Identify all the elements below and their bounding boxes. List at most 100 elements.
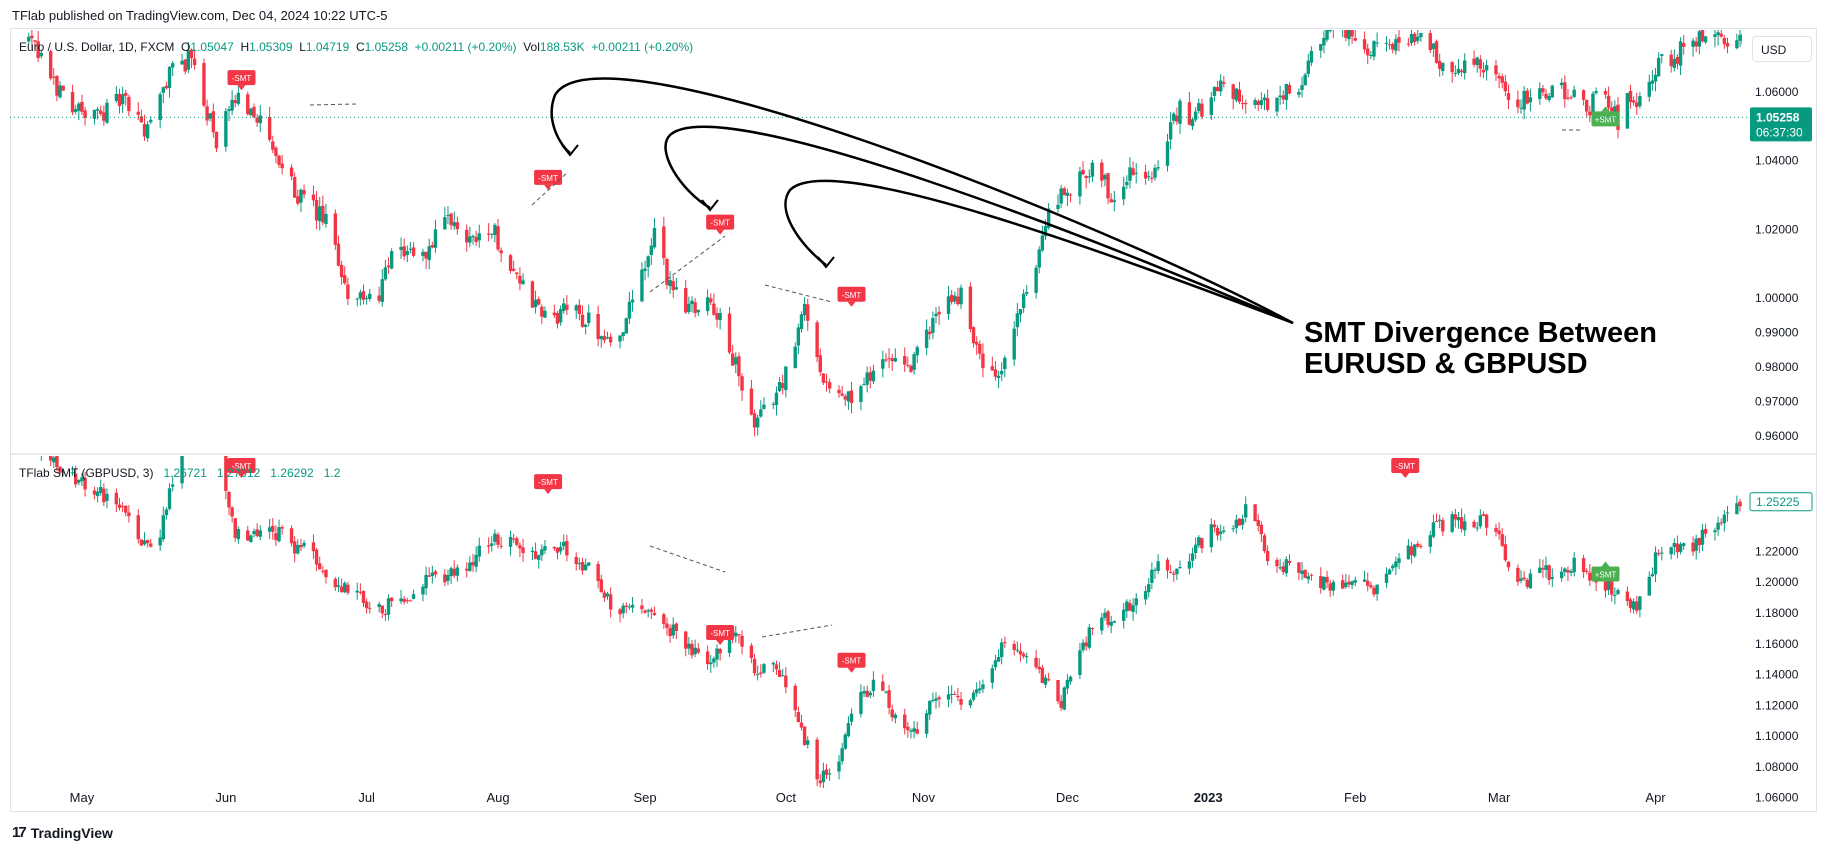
candle-body xyxy=(793,685,797,711)
candle-body xyxy=(1472,521,1476,528)
currency-button[interactable]: USD xyxy=(1752,36,1812,62)
candle-body xyxy=(1369,585,1373,588)
time-axis-label: 2023 xyxy=(1194,790,1223,805)
candle-body xyxy=(33,445,36,447)
smt-markers: -SMT -SMT -SMT -SMT +SMT -SMT -SMT -SMT -SMT -SMT… xyxy=(227,70,1620,673)
candle-body xyxy=(117,504,122,508)
candle-body xyxy=(1150,569,1154,583)
smt-marker-pointer xyxy=(237,473,246,478)
candle-body xyxy=(493,533,497,542)
candle-body xyxy=(1494,65,1498,75)
candle-body xyxy=(1681,543,1686,546)
tradingview-logo-icon: 17 xyxy=(12,824,27,841)
candle-body xyxy=(1253,504,1257,522)
candle-body xyxy=(402,246,406,257)
candle-body xyxy=(1372,41,1376,57)
candle-body xyxy=(368,607,372,609)
candle-body xyxy=(1441,520,1445,532)
candle-body xyxy=(1703,36,1708,43)
candle-body xyxy=(1193,544,1198,553)
candle-body xyxy=(449,213,453,226)
candle-body xyxy=(693,302,697,314)
candle-body xyxy=(1581,90,1586,100)
candle-body xyxy=(427,575,431,577)
candle-body xyxy=(214,131,219,149)
candle-body xyxy=(227,109,231,111)
candle-body xyxy=(1428,535,1432,547)
candle-body xyxy=(1384,573,1389,584)
candle-body xyxy=(1081,642,1085,651)
candle-body xyxy=(364,298,369,300)
candle-body xyxy=(1394,39,1398,51)
candle-body xyxy=(1528,97,1533,103)
candle-body xyxy=(627,301,632,319)
candle-body xyxy=(981,684,985,689)
candle-body xyxy=(1065,679,1070,689)
candle-body xyxy=(1366,580,1370,586)
smt-marker-pointer xyxy=(847,667,856,673)
candle-body xyxy=(1384,42,1389,44)
candle-body xyxy=(959,698,963,705)
candle-body xyxy=(1588,572,1592,581)
candle-body xyxy=(1475,527,1479,529)
candle-body xyxy=(255,117,259,123)
candle-body xyxy=(868,692,873,696)
candle-body xyxy=(1300,85,1304,90)
candle-body xyxy=(443,217,447,230)
candle-body xyxy=(389,597,394,602)
candle-body xyxy=(189,49,194,59)
candle-body xyxy=(1459,517,1464,529)
candle-body xyxy=(646,610,650,612)
candle-body xyxy=(752,658,757,674)
smt-marker-badge xyxy=(706,214,735,230)
candle-body xyxy=(1253,100,1257,105)
candle-body xyxy=(1516,567,1520,582)
candle-body xyxy=(343,275,347,284)
candle-body xyxy=(124,505,128,513)
candle-body xyxy=(1128,167,1132,181)
candle-body xyxy=(1034,267,1038,293)
candle-body xyxy=(490,233,494,235)
candle-body xyxy=(511,268,516,271)
smt-marker-label: -SMT xyxy=(538,478,558,487)
close-value: 1.05258 xyxy=(364,40,408,54)
candle-body xyxy=(1472,58,1476,65)
candle-body xyxy=(358,292,363,299)
candle-body xyxy=(1018,650,1023,655)
candle-body xyxy=(1344,30,1348,38)
candle-body xyxy=(1068,194,1073,196)
candle-body xyxy=(114,492,119,505)
candle-body xyxy=(1585,570,1589,572)
candle-body xyxy=(1012,328,1016,360)
candle-body xyxy=(30,435,33,447)
candle-body xyxy=(953,295,957,302)
candle-body xyxy=(624,318,628,334)
candle-body xyxy=(1200,538,1204,549)
candle-body xyxy=(946,296,951,314)
candle-body xyxy=(1538,567,1542,573)
candle-body xyxy=(1056,679,1060,702)
candle-body xyxy=(187,423,190,429)
symbol-name: Euro / U.S. Dollar, 1D, FXCM xyxy=(19,40,175,54)
candle-body xyxy=(1735,503,1739,515)
candle-body xyxy=(1538,88,1542,99)
candle-body xyxy=(665,623,669,628)
divergence-dashed-line xyxy=(531,171,569,206)
candle-body xyxy=(1259,100,1264,106)
candle-body xyxy=(949,693,954,695)
candle-body xyxy=(1506,561,1511,568)
candle-body xyxy=(145,540,150,544)
candle-body xyxy=(465,229,469,243)
candle-body xyxy=(956,296,960,305)
candle-body xyxy=(1412,544,1417,557)
candle-body xyxy=(1497,75,1501,79)
candle-body xyxy=(1287,85,1292,94)
candle-body xyxy=(1416,543,1420,547)
candle-body xyxy=(1625,93,1630,129)
candle-body xyxy=(361,291,366,300)
candle-body xyxy=(840,393,844,396)
main-pane-candles xyxy=(27,30,1742,437)
candle-body xyxy=(1156,167,1160,169)
tradingview-footer[interactable]: 17 TradingView xyxy=(12,824,113,841)
